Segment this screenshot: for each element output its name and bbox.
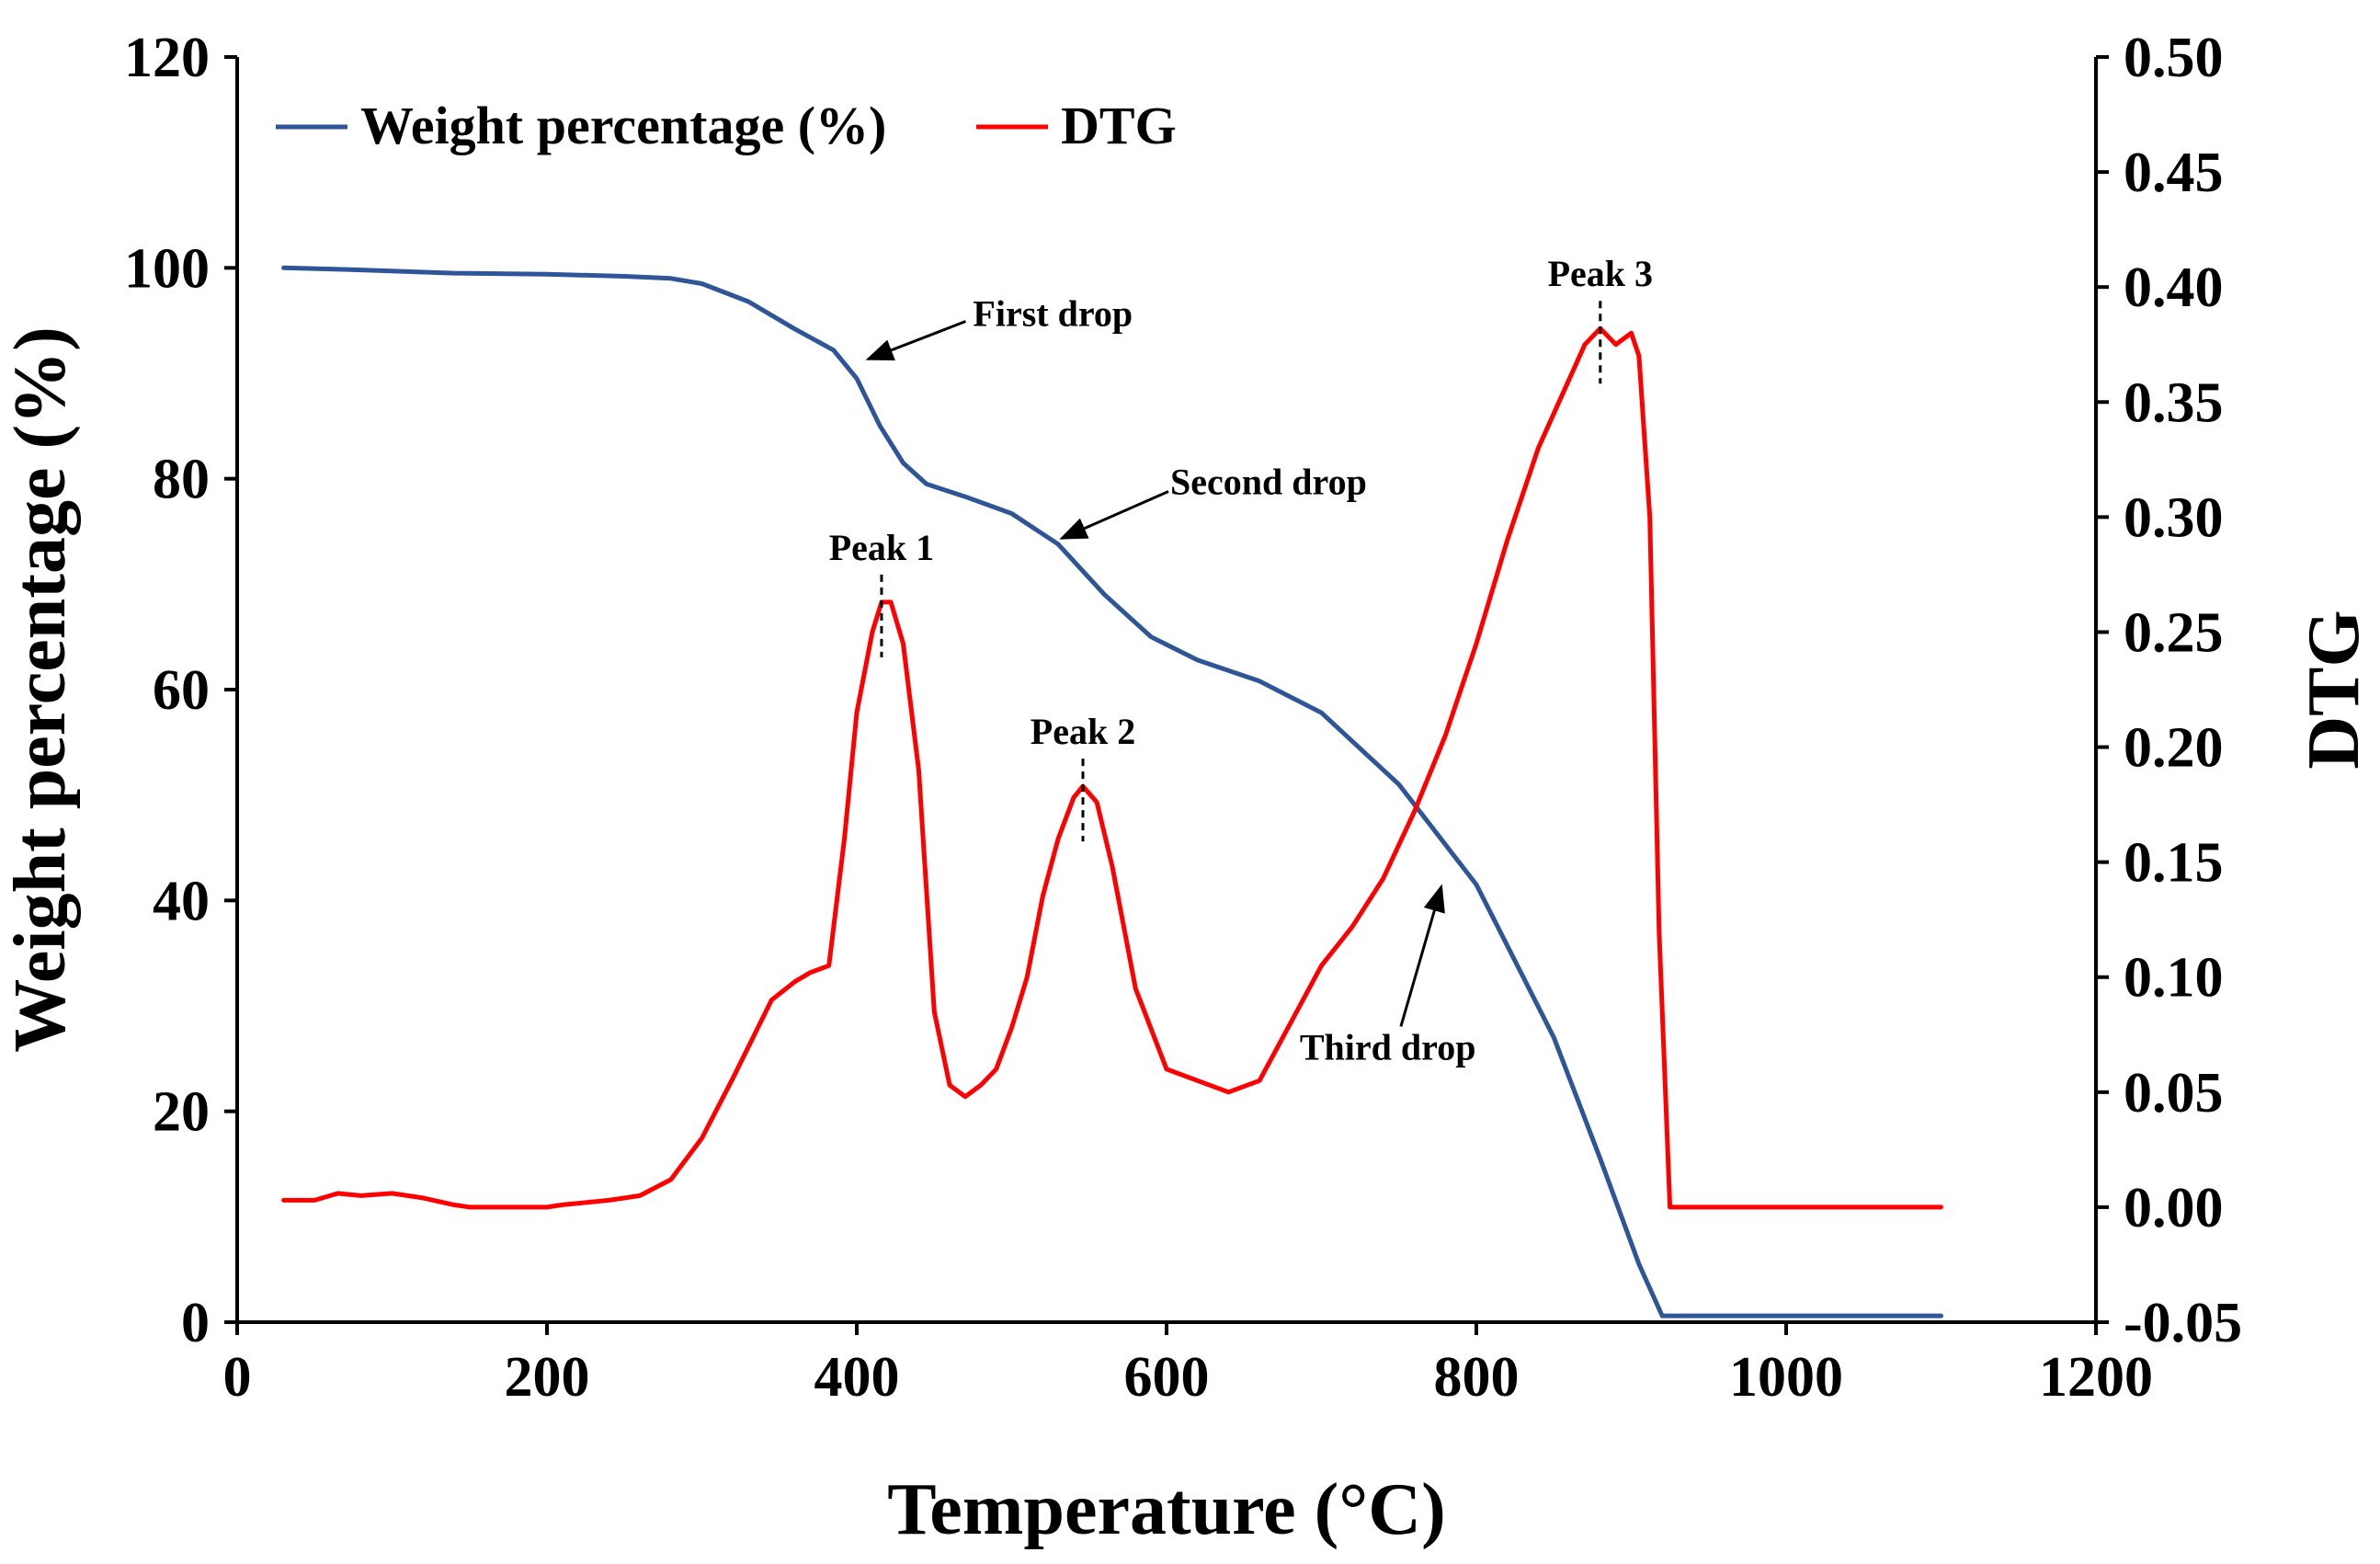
y2-tick-label: 0.00 xyxy=(2124,1177,2224,1239)
legend-label-weight: Weight percentage (%) xyxy=(360,96,886,155)
x-tick-label: 600 xyxy=(1124,1346,1210,1409)
peak-2-label: Peak 2 xyxy=(1031,711,1135,752)
first-drop-label: First drop xyxy=(973,293,1133,335)
y-axis-title: Weight percentage (%) xyxy=(0,326,81,1052)
annotations: Peak 1 Peak 2 Peak 3 First drop Second d… xyxy=(829,253,1653,1067)
y-tick-label: 20 xyxy=(153,1081,210,1144)
x-tick-label: 1000 xyxy=(1729,1346,1843,1409)
y2-tick-label: 0.10 xyxy=(2124,947,2224,1010)
y-tick-label: 80 xyxy=(153,449,210,511)
axes xyxy=(235,57,2098,1324)
y2-tick-label: 0.15 xyxy=(2124,832,2224,895)
y2-tick-label: 0.25 xyxy=(2124,601,2224,664)
x-ticks: 0 200 400 600 800 1000 1200 xyxy=(223,1322,2153,1409)
series-dtg-line xyxy=(281,325,1943,1210)
peak-3-label: Peak 3 xyxy=(1548,253,1653,294)
x-tick-label: 400 xyxy=(814,1346,900,1409)
y-tick-label: 40 xyxy=(153,870,210,932)
y-tick-label: 60 xyxy=(153,659,210,722)
y2-tick-label: 0.20 xyxy=(2124,717,2224,780)
x-tick-label: 200 xyxy=(505,1346,590,1409)
y-tick-label: 120 xyxy=(124,27,210,89)
legend-label-dtg: DTG xyxy=(1061,96,1177,155)
x-tick-label: 1200 xyxy=(2039,1346,2153,1409)
series-layer xyxy=(281,265,1943,1319)
y-tick-label: 100 xyxy=(124,237,210,300)
y2-tick-label: 0.40 xyxy=(2124,257,2224,319)
left-y-ticks: 0 20 40 60 80 100 120 xyxy=(124,27,237,1354)
peak-1-label: Peak 1 xyxy=(829,527,934,568)
y2-tick-label: 0.45 xyxy=(2124,142,2224,204)
second-drop-label: Second drop xyxy=(1170,461,1367,502)
y2-tick-label: -0.05 xyxy=(2124,1292,2242,1354)
x-tick-label: 0 xyxy=(223,1346,252,1409)
y2-tick-label: 0.35 xyxy=(2124,371,2224,434)
third-drop-label: Third drop xyxy=(1300,1026,1476,1067)
y2-tick-label: 0.50 xyxy=(2124,27,2224,89)
y2-tick-label: 0.30 xyxy=(2124,486,2224,549)
right-y-ticks: -0.05 0.00 0.05 0.10 0.15 0.20 0.25 0.30 0.35 0.4… xyxy=(2096,27,2242,1354)
series-weight-percentage-line xyxy=(281,265,1943,1319)
x-tick-label: 800 xyxy=(1434,1346,1520,1409)
second-drop-arrow xyxy=(1059,490,1169,540)
y-tick-label: 0 xyxy=(181,1292,210,1354)
y2-tick-label: 0.05 xyxy=(2124,1062,2224,1124)
third-drop-arrow xyxy=(1399,884,1445,1027)
legend: Weight percentage (%) DTG xyxy=(276,96,1177,155)
y2-axis-title: DTG xyxy=(2294,610,2374,769)
first-drop-arrow xyxy=(865,320,966,360)
x-axis-title: Temperature (°C) xyxy=(887,1469,1445,1550)
